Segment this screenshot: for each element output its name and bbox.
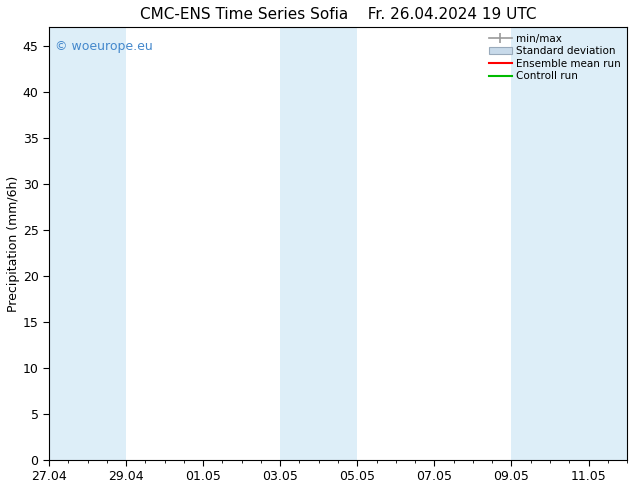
Bar: [49, 27, 126, 460]
Title: CMC-ENS Time Series Sofia    Fr. 26.04.2024 19 UTC: CMC-ENS Time Series Sofia Fr. 26.04.2024…: [139, 7, 536, 22]
Bar: [280, 27, 358, 460]
Legend: min/max, Standard deviation, Ensemble mean run, Controll run: min/max, Standard deviation, Ensemble me…: [486, 30, 624, 84]
Bar: [512, 27, 627, 460]
Text: © woeurope.eu: © woeurope.eu: [55, 40, 153, 53]
Y-axis label: Precipitation (mm/6h): Precipitation (mm/6h): [7, 175, 20, 312]
